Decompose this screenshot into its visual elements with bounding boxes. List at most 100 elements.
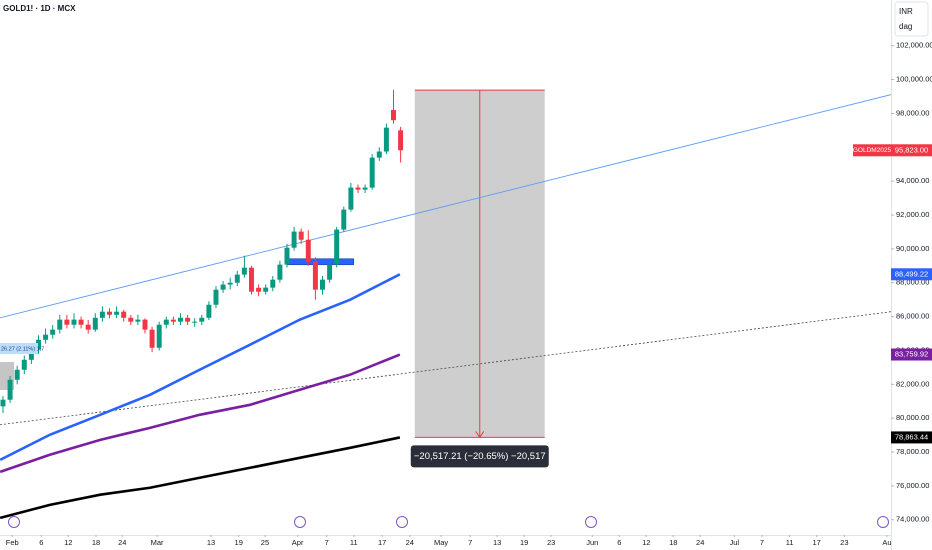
candle-body: [199, 317, 205, 322]
x-tick-label: 6: [39, 538, 43, 547]
x-tick-label: 7: [325, 538, 329, 547]
candle-body: [327, 264, 333, 280]
candle-body: [206, 304, 212, 318]
candle-body: [106, 311, 112, 315]
candle-body: [57, 319, 63, 330]
candle-body: [135, 319, 141, 322]
measure-label: −20,517.21 (−20.65%) −20,517: [414, 451, 546, 462]
symbol-label: GOLDM2025: [853, 147, 892, 154]
candle-body: [0, 399, 6, 407]
y-tick-label: 76,000.00: [896, 481, 929, 490]
candle-body: [163, 319, 169, 325]
event-icon[interactable]: [585, 516, 597, 528]
x-tick-label: 24: [696, 538, 704, 547]
measure-arrowhead: [475, 431, 485, 439]
candle-body: [170, 319, 176, 322]
price-label: 95,823.00: [895, 145, 928, 154]
price-label: 78,863.44: [895, 432, 928, 441]
candle-body: [85, 324, 91, 330]
candle-body: [376, 151, 382, 158]
price-label-box: [891, 268, 932, 281]
y-tick-label: 78,000.00: [896, 447, 929, 456]
candle-body: [298, 231, 304, 240]
candle-body: [35, 339, 41, 350]
candle-body: [142, 319, 148, 330]
left-note: 26.27 (2.11%) 1,7: [1, 346, 44, 352]
candle-body: [284, 247, 290, 265]
event-icons: [8, 516, 889, 528]
x-tick-label: 23: [840, 538, 848, 547]
event-icon[interactable]: [294, 516, 306, 528]
y-tick-label: 90,000.00: [896, 244, 929, 253]
candle-body: [227, 282, 233, 285]
candle-body: [114, 311, 120, 315]
candle-body: [348, 187, 354, 210]
candle-body: [121, 311, 127, 318]
x-tick-label: 7: [760, 538, 764, 547]
x-tick-label: 13: [207, 538, 215, 547]
symbol-title[interactable]: GOLD1! · 1D · MCX: [3, 4, 76, 13]
x-tick-label: Au: [882, 538, 891, 547]
candle-body: [341, 209, 347, 230]
x-tick-label: Feb: [6, 538, 19, 547]
x-tick-label: 19: [235, 538, 243, 547]
candle-body: [71, 319, 77, 325]
price-label-box: [891, 431, 932, 444]
candle-body: [234, 274, 240, 283]
x-tick-label: 12: [64, 538, 72, 547]
y-tick-label: 82,000.00: [896, 379, 929, 388]
dashed-line: [0, 311, 892, 426]
currency: INR: [899, 7, 913, 16]
x-tick-label: 6: [617, 538, 621, 547]
candle-body: [99, 311, 105, 318]
price-label-box: [891, 144, 932, 157]
candle-body: [21, 359, 27, 370]
event-icon[interactable]: [396, 516, 408, 528]
candle-body: [185, 317, 191, 322]
candle-body: [241, 267, 247, 275]
candle-body: [128, 317, 134, 322]
x-tick-label: 18: [92, 538, 100, 547]
y-tick-label: 88,000.00: [896, 278, 929, 287]
candle-body: [263, 287, 269, 292]
candle-body: [50, 329, 56, 335]
y-tick-label: 80,000.00: [896, 413, 929, 422]
candle-body: [320, 279, 325, 290]
x-tick-label: 19: [520, 538, 528, 547]
candle-body: [43, 334, 49, 340]
candle-body: [28, 349, 34, 360]
y-tick-label: 98,000.00: [896, 108, 929, 117]
moving-average: [0, 273, 401, 461]
note-box: [0, 343, 38, 354]
candle-body: [383, 127, 389, 152]
measure-label-box: [410, 445, 549, 468]
candle-body: [391, 110, 396, 121]
price-label: 83,759.92: [895, 350, 928, 359]
candle-body: [355, 187, 361, 190]
x-tick-label: Mar: [151, 538, 164, 547]
event-icon[interactable]: [877, 516, 889, 528]
price-label: 88,499.22: [895, 269, 928, 278]
candle-body: [14, 369, 20, 380]
candle-body: [156, 324, 162, 348]
x-tick-label: Apr: [292, 538, 304, 547]
x-tick-label: 12: [642, 538, 650, 547]
y-tick-label: 102,000.00: [896, 41, 932, 50]
x-tick-label: 13: [493, 538, 501, 547]
y-tick-label: 94,000.00: [896, 176, 929, 185]
candle-body: [178, 317, 183, 322]
candle-body: [398, 130, 404, 151]
x-tick-label: 23: [547, 538, 555, 547]
moving-average: [0, 353, 401, 474]
moving-average: [0, 436, 401, 520]
candle-body: [369, 157, 375, 188]
candle-body: [277, 264, 283, 280]
candle-body: [256, 287, 262, 292]
x-tick-label: Jul: [730, 538, 740, 547]
x-tick-label: 11: [350, 538, 358, 547]
currency-box[interactable]: [894, 1, 929, 37]
event-icon[interactable]: [8, 516, 20, 528]
candle-body: [78, 319, 84, 325]
x-tick-label: 11: [786, 538, 794, 547]
